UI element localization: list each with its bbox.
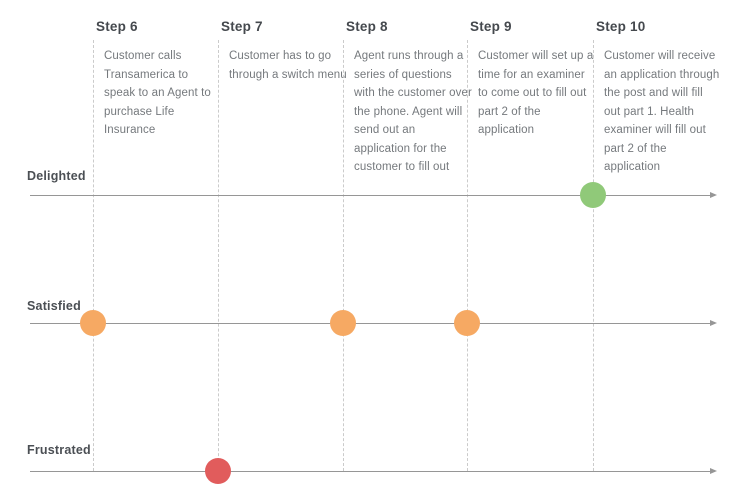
row-label-frustrated: Frustrated — [27, 443, 91, 457]
arrow-right-icon — [710, 192, 717, 198]
step-8-dashed-guideline — [343, 40, 344, 471]
step-9-description: Customer will set up a time for an exami… — [478, 50, 594, 136]
step-8-title: Step 8 — [346, 19, 388, 34]
step-10-dashed-guideline — [593, 40, 594, 471]
step-column-8: Step 8 Agent runs through a series of qu… — [343, 0, 473, 500]
sentiment-dot-step-7 — [205, 458, 231, 484]
sentiment-dot-step-6 — [80, 310, 106, 336]
step-6-description: Customer calls Transamerica to speak to … — [104, 50, 211, 136]
delighted-axis-line — [30, 192, 717, 198]
step-7-dashed-guideline — [218, 40, 219, 471]
arrow-right-icon — [710, 468, 717, 474]
satisfied-axis-line — [30, 320, 717, 326]
step-9-title: Step 9 — [470, 19, 512, 34]
step-9-dashed-guideline — [467, 40, 468, 471]
step-10-title: Step 10 — [596, 19, 646, 34]
frustrated-axis-line — [30, 468, 717, 474]
step-8-description: Agent runs through a series of questions… — [354, 50, 472, 173]
arrow-right-icon — [710, 320, 717, 326]
step-6-dashed-guideline — [93, 40, 94, 471]
step-10-description: Customer will receive an application thr… — [604, 50, 720, 173]
step-column-10: Step 10 Customer will receive an applica… — [593, 0, 723, 500]
row-label-delighted: Delighted — [27, 169, 86, 183]
row-label-satisfied: Satisfied — [27, 299, 81, 313]
sentiment-dot-step-9 — [454, 310, 480, 336]
sentiment-dot-step-8 — [330, 310, 356, 336]
step-column-7: Step 7 Customer has to go through a swit… — [218, 0, 348, 500]
step-7-title: Step 7 — [221, 19, 263, 34]
step-6-title: Step 6 — [96, 19, 138, 34]
sentiment-dot-step-10 — [580, 182, 606, 208]
step-column-9: Step 9 Customer will set up a time for a… — [467, 0, 597, 500]
step-7-description: Customer has to go through a switch menu — [229, 50, 347, 81]
step-column-6: Step 6 Customer calls Transamerica to sp… — [93, 0, 223, 500]
